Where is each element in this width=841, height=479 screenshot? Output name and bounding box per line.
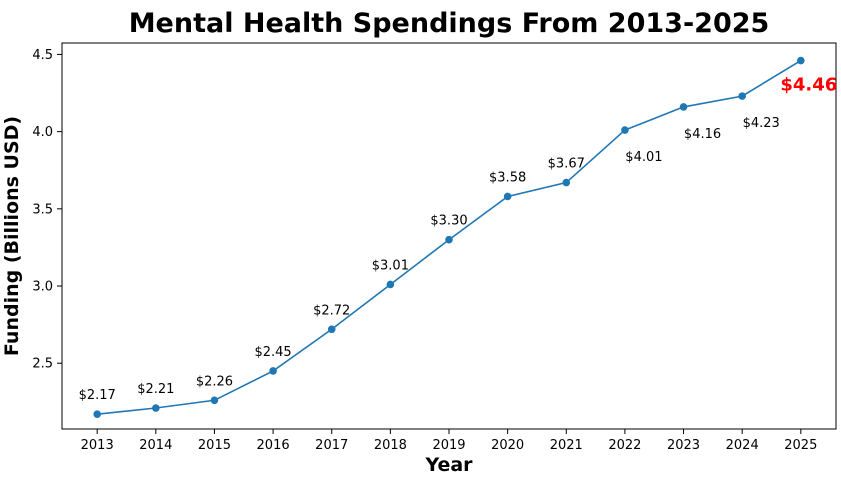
data-point [445, 235, 453, 244]
highlight-data-label: $4.46 [780, 75, 837, 96]
data-point [269, 367, 277, 375]
x-tick-label: 2019 [432, 438, 465, 453]
data-point [327, 325, 336, 334]
x-tick-label: 2022 [608, 438, 641, 453]
y-axis-label: Funding (Billions USD) [1, 115, 23, 357]
data-point [797, 56, 805, 65]
data-label: $2.45 [254, 345, 291, 360]
data-point [562, 178, 571, 187]
data-point [738, 92, 746, 100]
x-tick-label: 2018 [374, 438, 407, 453]
data-point [503, 192, 512, 201]
x-tick-label: 2015 [198, 438, 231, 453]
data-point [210, 396, 219, 405]
x-tick-label: 2016 [257, 438, 290, 453]
x-tick-label: 2023 [667, 438, 700, 453]
data-point [386, 280, 395, 289]
data-label: $2.72 [313, 303, 350, 318]
data-point [621, 126, 629, 134]
data-point [679, 103, 688, 111]
data-label: $2.26 [196, 374, 233, 389]
data-label: $3.67 [548, 157, 585, 172]
data-label: $4.23 [743, 116, 780, 131]
data-point [152, 404, 160, 412]
data-label: $4.01 [625, 150, 662, 165]
data-label: $3.30 [430, 214, 467, 229]
y-tick-label: 2.5 [32, 357, 53, 372]
x-tick-label: 2024 [726, 438, 759, 453]
x-axis-label: Year [425, 454, 473, 476]
y-tick-label: 3.5 [32, 202, 53, 217]
data-label: $2.17 [79, 388, 116, 403]
x-tick-label: 2013 [81, 438, 114, 453]
data-label: $3.58 [489, 170, 526, 185]
x-tick-label: 2025 [784, 438, 817, 453]
data-label: $2.21 [137, 382, 174, 397]
y-tick-label: 3.0 [32, 280, 53, 295]
x-tick-label: 2021 [550, 438, 583, 453]
data-label: $3.01 [372, 258, 409, 273]
chart-title: Mental Health Spendings From 2013-2025 [128, 8, 770, 39]
data-point [93, 410, 101, 418]
y-tick-label: 4.0 [32, 125, 53, 140]
y-tick-label: 4.5 [32, 48, 53, 63]
data-label: $4.16 [684, 127, 721, 142]
x-tick-label: 2014 [139, 438, 172, 453]
x-tick-label: 2017 [315, 438, 348, 453]
x-tick-label: 2020 [491, 438, 524, 453]
